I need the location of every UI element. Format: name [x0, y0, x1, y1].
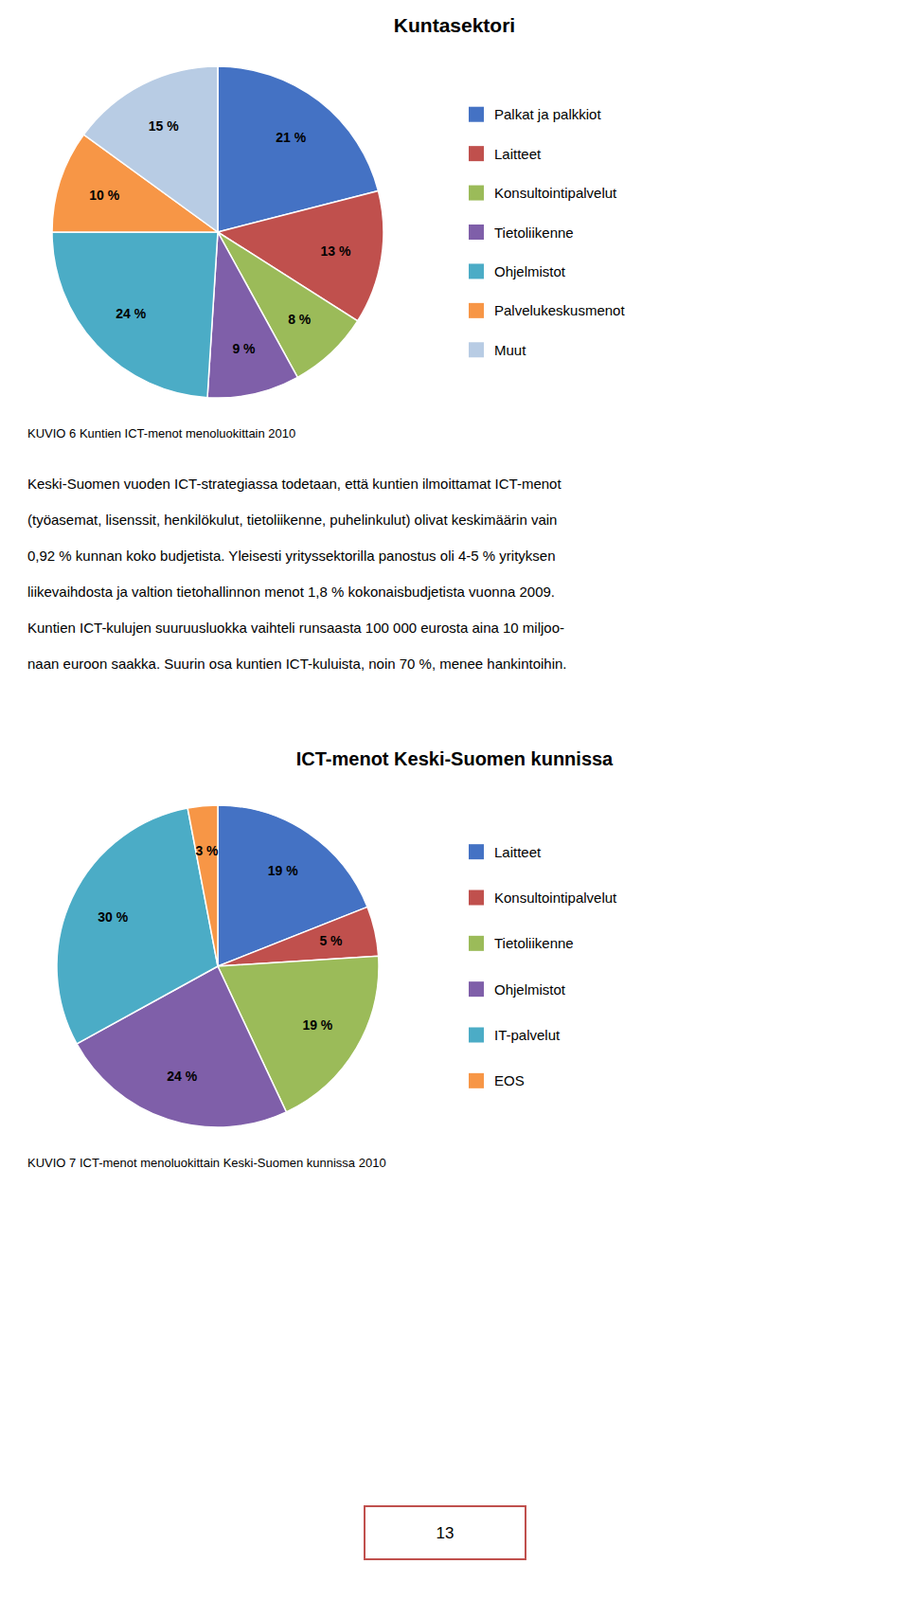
page-number: 13 [436, 1523, 455, 1542]
data-label: 15 % [148, 118, 179, 134]
data-label: 19 % [302, 1016, 333, 1033]
legend-swatch [468, 1027, 484, 1043]
pie-chart: Kuntasektori 21 % 13 % 8 % 9 % 24 % 10 % 15 % Pa… [27, 14, 625, 441]
data-labels: 21 % 13 % 8 % 9 % 24 % 10 % 15 % [89, 118, 352, 357]
data-label: 19 % [267, 862, 299, 878]
data-label: 8 % [287, 311, 312, 327]
body-line: 0,92 % kunnan koko budjetista. Yleisesti… [27, 547, 556, 564]
legend-swatch [468, 303, 484, 319]
pie-slice [83, 66, 218, 232]
body-line: Kuntien ICT-kulujen suuruusluokka vaihte… [27, 619, 565, 636]
page-box [364, 1505, 526, 1559]
legend: Laitteet Konsultointipalvelut Tietoliikenn… [468, 843, 618, 1089]
caption: KUVIO 7 ICT-menot menoluokittain Keski-S… [27, 1155, 387, 1170]
data-labels: 19 % 5 % 19 % 24 % 30 % 3 % [97, 842, 343, 1084]
legend-entry: IT-palvelut [494, 1026, 561, 1043]
body-line: liikevaihdosta ja valtion tietohallinnon… [27, 583, 555, 600]
legend-swatch [468, 935, 484, 951]
legend-swatch [468, 843, 484, 859]
legend-entry: EOS [494, 1071, 525, 1088]
legend-entry: Laitteet [494, 843, 542, 860]
legend-swatch [468, 263, 484, 279]
data-label: 10 % [89, 187, 120, 203]
legend-swatch [468, 890, 484, 906]
body-line: naan euroon saakka. Suurin osa kuntien I… [27, 655, 568, 672]
slices [52, 66, 384, 398]
legend-entry: Ohjelmistot [494, 980, 567, 998]
body-line: Keski-Suomen vuoden ICT-strategiassa tod… [27, 475, 562, 492]
pie-chart: ICT-menot Keski-Suomen kunnissa19 %5 %19… [27, 748, 618, 1170]
data-label: 21 % [275, 129, 306, 145]
legend-swatch [468, 185, 484, 201]
legend-entry: Tietoliikenne [494, 934, 574, 951]
data-label: 30 % [97, 909, 128, 925]
legend-swatch [468, 224, 484, 240]
body-line: (työasemat, lisenssit, henkilökulut, tie… [27, 511, 557, 528]
caption: KUVIO 6 Kuntien ICT-menot menoluokittain… [27, 426, 296, 441]
slices [56, 804, 379, 1127]
background [0, 0, 909, 1600]
legend-entry: Konsultointipalvelut [494, 184, 618, 201]
legend-swatch [468, 341, 484, 357]
legend-entry: Laitteet [494, 145, 542, 162]
data-label: 9 % [231, 340, 256, 357]
pie-slice [52, 231, 218, 398]
pie-slice [187, 804, 218, 966]
legend-entry: Palvelukeskusmenot [494, 302, 625, 319]
legend-entry: Ohjelmistot [494, 263, 567, 280]
legend-swatch [468, 145, 484, 161]
data-label: 5 % [319, 932, 343, 948]
data-label: 24 % [115, 305, 146, 321]
data-label: 3 % [195, 842, 219, 858]
page-number-box: 13 [364, 1505, 526, 1559]
page: Kuntasektori 21 % 13 % 8 % 9 % 24 % 10 % 15 % Pa… [0, 0, 909, 1600]
chart-title: Kuntasektori [393, 14, 516, 36]
data-label: 13 % [320, 243, 351, 259]
pie-slice [207, 231, 298, 398]
body-text: Keski-Suomen vuoden ICT-strategiassa tod… [27, 475, 568, 672]
legend: Palkat ja palkkiot Laitteet Konsultointipa… [468, 106, 625, 358]
legend-swatch [468, 980, 484, 997]
legend-entry: Konsultointipalvelut [494, 889, 618, 906]
legend-entry: Tietoliikenne [494, 224, 574, 241]
pie-slice [56, 807, 218, 1044]
legend-entry: Palkat ja palkkiot [494, 106, 602, 123]
legend-swatch [468, 106, 484, 123]
data-label: 24 % [166, 1068, 197, 1084]
chart-title: ICT-menot Keski-Suomen kunnissa [296, 748, 614, 769]
legend-entry: Muut [494, 341, 527, 358]
legend-swatch [468, 1072, 484, 1088]
